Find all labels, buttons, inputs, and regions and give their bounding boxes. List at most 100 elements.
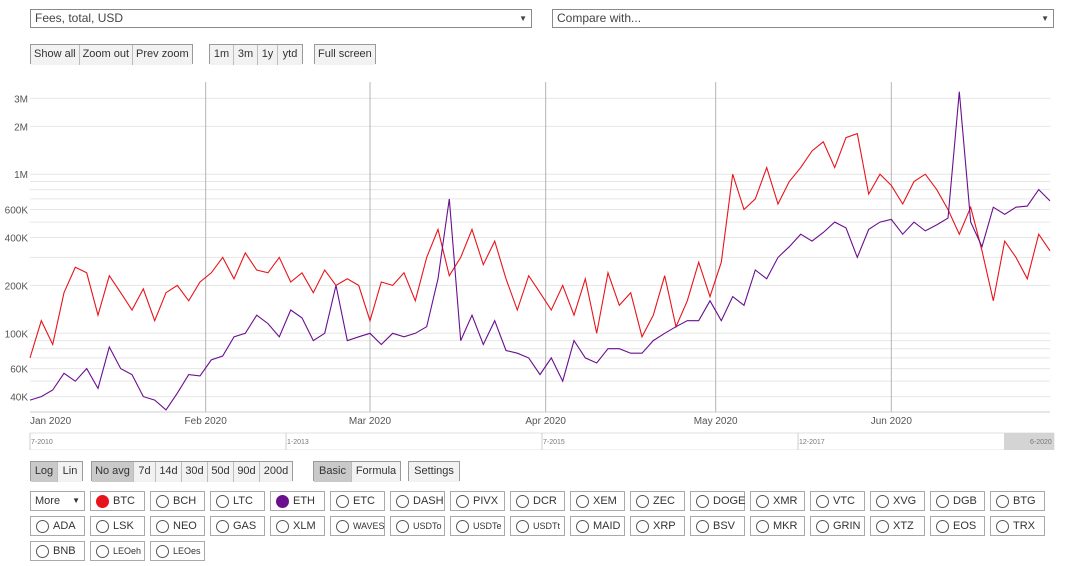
range-1y-button[interactable]: 1y [258, 45, 278, 65]
navigator-label: 12-2017 [799, 439, 825, 446]
x-axis-ticks: Jan 2020 Feb 2020 Mar 2020 Apr 2020 May 2020… [30, 416, 912, 427]
scale-button-group: Log Lin [30, 461, 83, 482]
radio-circle-icon [516, 520, 529, 533]
coin-checkbox-leoes[interactable]: LEOes [150, 541, 205, 561]
radio-circle-icon [396, 495, 409, 508]
no-avg-button[interactable]: No avg [92, 462, 134, 482]
coin-checkbox-usdtt[interactable]: USDTt [510, 516, 565, 536]
range-3m-button[interactable]: 3m [234, 45, 258, 65]
avg-50d-button[interactable]: 50d [208, 462, 234, 482]
coin-checkbox-btc[interactable]: BTC [90, 491, 145, 511]
coin-checkbox-dcr[interactable]: DCR [510, 491, 565, 511]
chevron-down-icon: ▼ [72, 496, 80, 505]
avg-200d-button[interactable]: 200d [260, 462, 292, 482]
zoom-out-button[interactable]: Zoom out [79, 45, 134, 65]
coin-checkbox-xtz[interactable]: XTZ [870, 516, 925, 536]
x-tick-label: Jun 2020 [871, 416, 913, 427]
radio-circle-icon [516, 495, 529, 508]
coin-checkbox-pivx[interactable]: PIVX [450, 491, 505, 511]
coin-checkbox-btg[interactable]: BTG [990, 491, 1045, 511]
coin-checkbox-bnb[interactable]: BNB [30, 541, 85, 561]
coin-checkbox-doge[interactable]: DOGE [690, 491, 745, 511]
coin-label: EOS [953, 520, 977, 532]
coin-checkbox-etc[interactable]: ETC [330, 491, 385, 511]
x-tick-label: Mar 2020 [349, 416, 392, 427]
coin-label: DASH [413, 495, 444, 507]
lin-scale-button[interactable]: Lin [58, 462, 82, 482]
range-ytd-button[interactable]: ytd [278, 45, 302, 65]
radio-circle-icon [276, 495, 289, 508]
full-screen-button[interactable]: Full screen [315, 45, 375, 65]
coin-checkbox-ada[interactable]: ADA [30, 516, 85, 536]
formula-mode-button[interactable]: Formula [352, 462, 400, 482]
y-tick-label: 200K [5, 281, 29, 292]
coin-checkbox-xlm[interactable]: XLM [270, 516, 325, 536]
range-1m-button[interactable]: 1m [210, 45, 234, 65]
radio-circle-icon [96, 520, 109, 533]
coin-checkbox-dash[interactable]: DASH [390, 491, 445, 511]
fees-chart[interactable]: 3M 2M 1M 600K 400K 200K 100K 60K 40K Jan 2020 Feb… [0, 0, 1080, 450]
coin-label: GRIN [833, 520, 861, 532]
coin-label: NEO [173, 520, 197, 532]
coin-label: XVG [893, 495, 917, 507]
coin-checkbox-bsv[interactable]: BSV [690, 516, 745, 536]
basic-mode-button[interactable]: Basic [314, 462, 352, 482]
radio-circle-icon [36, 520, 49, 533]
radio-circle-icon [456, 520, 469, 533]
fullscreen-group: Full screen [314, 44, 376, 65]
coin-checkbox-leoeh[interactable]: LEOeh [90, 541, 145, 561]
coin-checkbox-trx[interactable]: TRX [990, 516, 1045, 536]
coin-label: USDTt [533, 521, 560, 531]
coin-label: MAID [593, 520, 621, 532]
more-select[interactable]: More ▼ [30, 491, 85, 511]
coin-label: DGB [953, 495, 977, 507]
series-line-eth [29, 91, 1051, 411]
coin-checkbox-waves[interactable]: WAVES [330, 516, 385, 536]
prev-zoom-button[interactable]: Prev zoom [133, 45, 192, 65]
coin-checkbox-xem[interactable]: XEM [570, 491, 625, 511]
log-scale-button[interactable]: Log [31, 462, 58, 482]
avg-button-group: No avg 7d 14d 30d 50d 90d 200d [91, 461, 293, 482]
coin-label: ETH [293, 495, 315, 507]
coin-checkbox-xrp[interactable]: XRP [630, 516, 685, 536]
settings-button[interactable]: Settings [409, 462, 459, 482]
coin-checkbox-maid[interactable]: MAID [570, 516, 625, 536]
avg-90d-button[interactable]: 90d [234, 462, 260, 482]
coin-checkbox-usdto[interactable]: USDTo [390, 516, 445, 536]
radio-circle-icon [156, 520, 169, 533]
compare-select[interactable]: Compare with... ▼ [552, 9, 1054, 28]
coin-checkbox-ltc[interactable]: LTC [210, 491, 265, 511]
range-button-group: 1m 3m 1y ytd [209, 44, 303, 65]
avg-7d-button[interactable]: 7d [134, 462, 156, 482]
coin-label: BTG [1013, 495, 1036, 507]
coin-checkbox-gas[interactable]: GAS [210, 516, 265, 536]
coin-checkbox-eos[interactable]: EOS [930, 516, 985, 536]
coin-label: XMR [773, 495, 798, 507]
coin-checkbox-zec[interactable]: ZEC [630, 491, 685, 511]
radio-circle-icon [636, 495, 649, 508]
radio-circle-icon [816, 520, 829, 533]
coin-checkbox-xmr[interactable]: XMR [750, 491, 805, 511]
coin-checkbox-bch[interactable]: BCH [150, 491, 205, 511]
metric-select[interactable]: Fees, total, USD ▼ [30, 9, 532, 28]
coin-checkbox-dgb[interactable]: DGB [930, 491, 985, 511]
show-all-button[interactable]: Show all [31, 45, 80, 65]
chevron-down-icon: ▼ [1041, 14, 1049, 23]
coin-checkbox-mkr[interactable]: MKR [750, 516, 805, 536]
avg-14d-button[interactable]: 14d [156, 462, 182, 482]
navigator-selection[interactable] [1004, 433, 1054, 450]
avg-30d-button[interactable]: 30d [182, 462, 208, 482]
coin-checkbox-usdte[interactable]: USDTe [450, 516, 505, 536]
coin-checkbox-vtc[interactable]: VTC [810, 491, 865, 511]
coin-checkbox-lsk[interactable]: LSK [90, 516, 145, 536]
y-tick-label: 2M [14, 122, 28, 133]
coin-checkbox-xvg[interactable]: XVG [870, 491, 925, 511]
x-tick-label: Feb 2020 [185, 416, 228, 427]
coin-checkbox-grin[interactable]: GRIN [810, 516, 865, 536]
coin-label: WAVES [353, 521, 385, 531]
coin-label: BSV [713, 520, 736, 532]
coin-checkbox-neo[interactable]: NEO [150, 516, 205, 536]
radio-circle-icon [156, 495, 169, 508]
x-tick-label: May 2020 [694, 416, 738, 427]
coin-checkbox-eth[interactable]: ETH [270, 491, 325, 511]
